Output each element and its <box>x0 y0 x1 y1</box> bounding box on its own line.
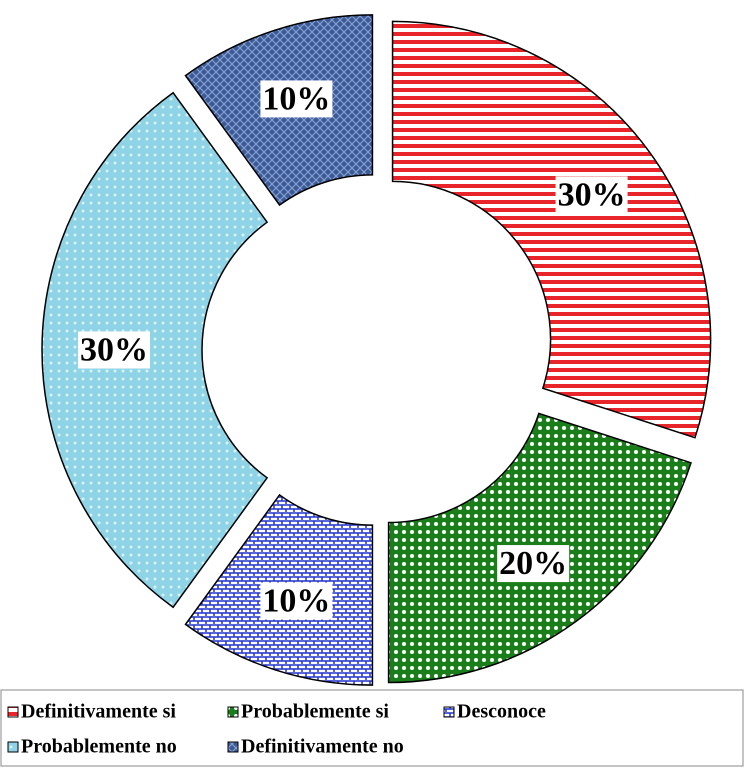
legend-swatch <box>443 706 455 718</box>
legend-swatch <box>227 741 239 753</box>
data-label-bg <box>260 582 333 620</box>
data-label-bg <box>260 80 333 118</box>
data-label: 20% <box>499 545 567 582</box>
data-label-bg <box>555 176 628 214</box>
legend-label: Probablemente si <box>241 701 389 723</box>
legend-label: Definitivamente si <box>21 701 176 723</box>
data-label: 10% <box>262 80 330 117</box>
legend-label: Definitivamente no <box>241 736 404 758</box>
donut-segment <box>391 20 712 439</box>
data-label: 30% <box>558 176 626 213</box>
legend-label: Desconoce <box>457 701 546 723</box>
legend-swatch <box>7 741 19 753</box>
legend-swatch <box>7 706 19 718</box>
legend-swatch <box>227 706 239 718</box>
legend-label: Probablemente no <box>21 736 177 758</box>
data-label-bg <box>78 331 150 369</box>
legend-box <box>0 689 744 767</box>
data-label: 30% <box>80 332 148 369</box>
data-label: 10% <box>262 583 330 620</box>
donut-segment <box>41 91 269 609</box>
data-label-bg <box>497 545 570 583</box>
